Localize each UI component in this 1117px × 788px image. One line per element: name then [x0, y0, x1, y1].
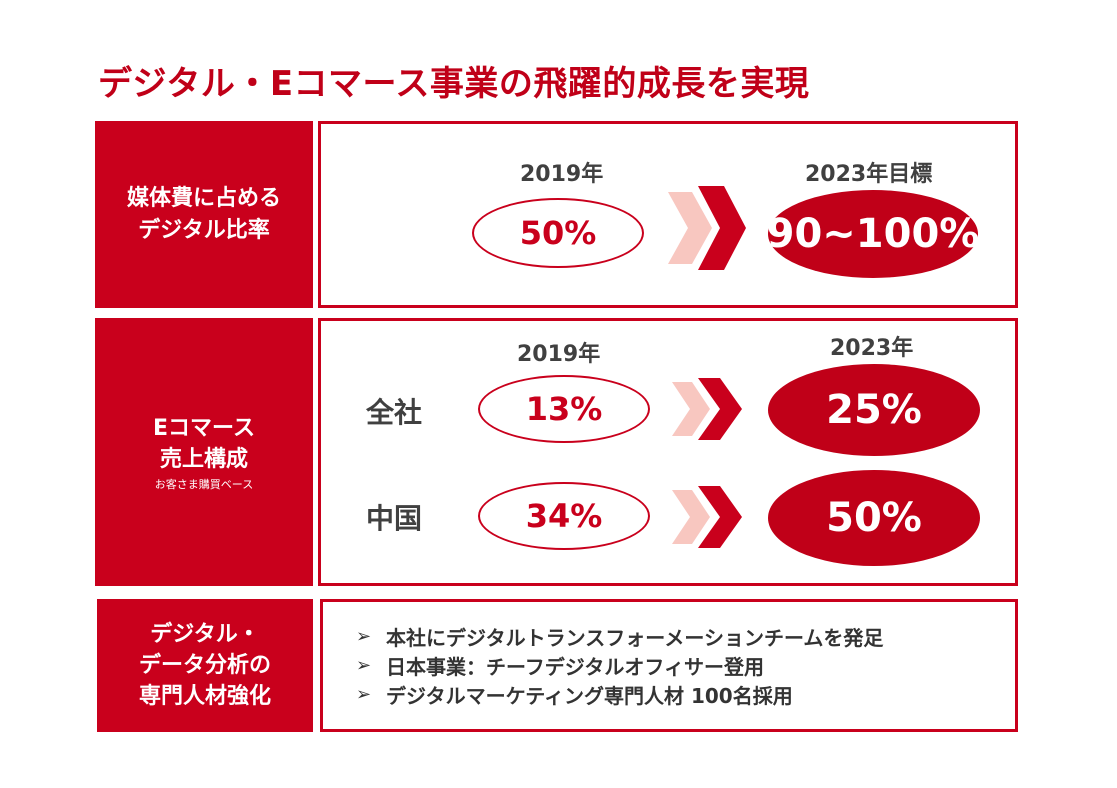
- label-talent: デジタル・ データ分析の 専門人材強化: [97, 599, 313, 732]
- arrow-bullet-icon: ➢: [356, 626, 372, 647]
- year-to: 2023年: [830, 336, 914, 361]
- bullet-text: デジタルマーケティング専門人材 100名採用: [386, 684, 793, 708]
- value-to-oval: 90~100%: [767, 190, 979, 278]
- row-label-china: 中国: [366, 502, 423, 535]
- value-from-oval: 13%: [478, 375, 650, 443]
- value-to-oval: 50%: [768, 470, 980, 566]
- bullet-list: ➢ 本社にデジタルトランスフォーメーションチームを発足 ➢ 日本事業：チーフデジ…: [356, 622, 883, 709]
- label-line-2: データ分析の: [138, 652, 271, 678]
- chevron-arrow-icon: [672, 486, 742, 548]
- label-line-2: デジタル比率: [138, 217, 270, 243]
- label-ecommerce-share: Eコマース 売上構成 お客さま購買ベース: [95, 318, 313, 586]
- bullet-text: 日本事業：チーフデジタルオフィサー登用: [386, 655, 764, 679]
- year-to: 2023年目標: [805, 162, 933, 187]
- label-digital-ratio: 媒体費に占める デジタル比率: [95, 121, 313, 308]
- list-item: ➢ 本社にデジタルトランスフォーメーションチームを発足: [356, 622, 883, 651]
- label-line-3: 専門人材強化: [138, 684, 271, 710]
- value-from-oval: 34%: [478, 482, 650, 550]
- content-talent: [320, 599, 1018, 732]
- list-item: ➢ デジタルマーケティング専門人材 100名採用: [356, 680, 883, 709]
- year-from: 2019年: [517, 342, 601, 367]
- arrow-bullet-icon: ➢: [356, 655, 372, 676]
- chevron-arrow-icon: [672, 378, 742, 440]
- list-item: ➢ 日本事業：チーフデジタルオフィサー登用: [356, 651, 883, 680]
- label-line-1: Eコマース: [153, 415, 255, 441]
- label-note: お客さま購買ベース: [154, 478, 254, 492]
- label-line-2: 売上構成: [159, 446, 248, 472]
- year-from: 2019年: [520, 162, 604, 187]
- arrow-bullet-icon: ➢: [356, 684, 372, 705]
- label-line-1: 媒体費に占める: [126, 186, 281, 212]
- row-label-company: 全社: [366, 396, 423, 429]
- value-to-oval: 25%: [768, 364, 980, 456]
- chevron-arrow-icon: [668, 186, 746, 270]
- page-title: デジタル・Eコマース事業の飛躍的成長を実現: [98, 64, 810, 104]
- label-line-1: デジタル・: [150, 621, 260, 647]
- bullet-text: 本社にデジタルトランスフォーメーションチームを発足: [386, 626, 884, 650]
- value-from-oval: 50%: [472, 198, 644, 268]
